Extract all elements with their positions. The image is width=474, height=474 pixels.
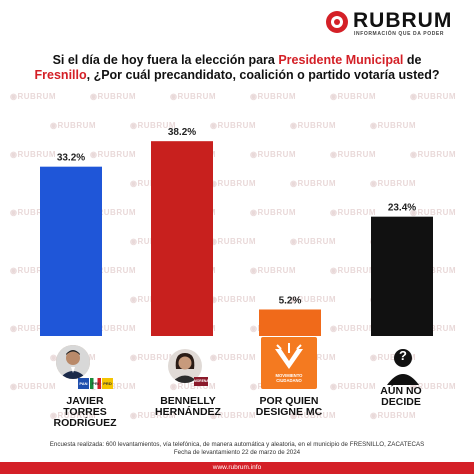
bar-torres <box>40 166 102 336</box>
morena-logo-icon: MORENA <box>194 377 209 386</box>
brand-name: RUBRUM <box>353 9 453 32</box>
survey-date: Fecha de levantamiento 22 de marzo de 20… <box>173 449 301 456</box>
footer-url[interactable]: www.rubrum.info <box>0 462 474 474</box>
movimiento-ciudadano-logo: MOVIMIENTO CIUDADANO <box>261 337 317 389</box>
title-part3: , ¿Por cuál precandidato, coalición o pa… <box>86 68 440 82</box>
rubrum-logo-icon <box>326 11 348 33</box>
title-highlight-city: Fresnillo <box>34 68 87 82</box>
question-mark: ? <box>399 348 407 363</box>
value-label-torres: 33.2% <box>57 153 85 164</box>
mc-logo-text: MOVIMIENTO CIUDADANO <box>275 373 303 383</box>
survey-methodology: Encuesta realizada: 600 levantamientos, … <box>49 441 425 448</box>
candidate-photo-torres <box>56 345 90 379</box>
candidate-name-hernandez: BENNELLY HERNÁNDEZ <box>155 395 221 418</box>
title-part1: Si el día de hoy fuera la elección para <box>52 53 279 67</box>
value-label-undecided: 23.4% <box>388 203 416 214</box>
value-label-hernandez: 38.2% <box>168 127 196 138</box>
bar-mc <box>259 309 321 336</box>
pan-logo-icon: PAN <box>78 378 89 389</box>
brand-logo: RUBRUM INFORMACIÓN QUE DA PODER <box>326 9 466 39</box>
chart-title: Si el día de hoy fuera la elección para … <box>14 53 460 83</box>
candidate-name-undecided: AÚN NO DECIDE <box>380 385 422 408</box>
value-label-mc: 5.2% <box>279 295 302 306</box>
title-part2: de <box>403 53 422 67</box>
bar-hernandez <box>151 141 213 336</box>
prd-logo-icon: PRD <box>102 378 113 389</box>
candidate-name-torres: JAVIER TORRES RODRÍGUEZ <box>53 395 117 429</box>
brand-tagline: INFORMACIÓN QUE DA PODER <box>354 31 445 37</box>
title-highlight-office: Presidente Municipal <box>278 53 404 67</box>
question-person-icon: ? <box>385 345 421 385</box>
candidate-name-mc: POR QUIEN DESIGNE MC <box>255 395 323 418</box>
pri-logo-icon: PRI <box>90 378 101 389</box>
bar-undecided <box>371 216 433 336</box>
